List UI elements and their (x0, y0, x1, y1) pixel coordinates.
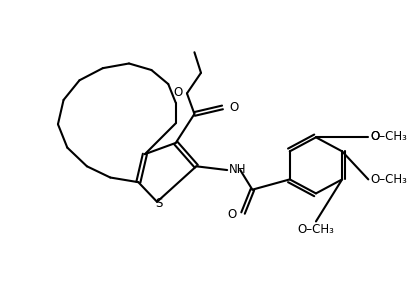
Text: O: O (370, 130, 379, 143)
Text: O–CH₃: O–CH₃ (297, 223, 335, 236)
Text: O: O (227, 208, 237, 222)
Text: O–CH₃: O–CH₃ (370, 173, 407, 186)
Text: NH: NH (229, 163, 246, 176)
Text: O–CH₃: O–CH₃ (370, 130, 407, 143)
Text: S: S (155, 197, 163, 210)
Text: O: O (173, 86, 182, 99)
Text: O: O (229, 101, 238, 114)
